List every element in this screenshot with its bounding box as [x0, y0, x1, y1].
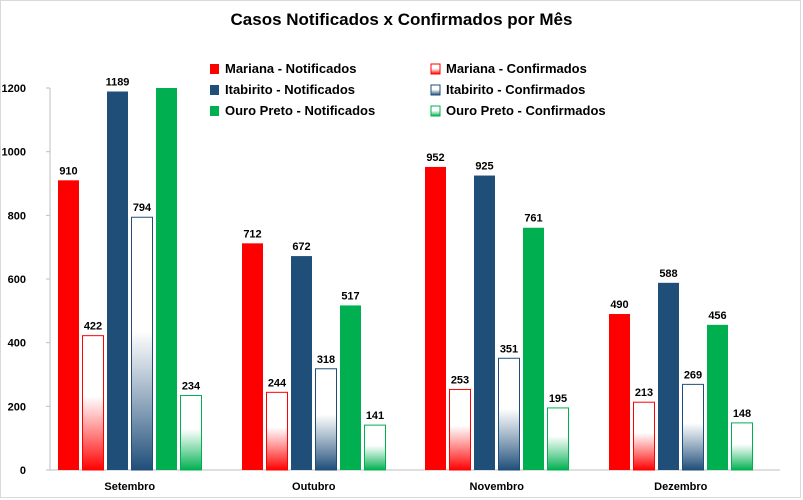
bar-2-3	[658, 282, 679, 470]
data-label: 351	[500, 343, 518, 355]
data-label: 148	[733, 408, 751, 420]
y-tick-label: 200	[8, 401, 26, 413]
legend: Mariana - Notificados Mariana - Confirmad…	[210, 61, 606, 118]
legend-label: Ouro Preto - Notificados	[225, 103, 375, 118]
y-tick-label: 400	[8, 338, 26, 350]
data-label: 422	[84, 321, 102, 333]
bar-5-0	[180, 395, 202, 471]
bar-series	[58, 88, 753, 471]
bar-0-3	[609, 314, 630, 470]
bar-3-2	[498, 357, 520, 471]
x-category-label: Novembro	[470, 481, 525, 493]
data-label: 318	[317, 354, 335, 366]
bar-1-2	[449, 388, 471, 471]
data-label: 952	[426, 152, 444, 164]
bar-5-1	[364, 424, 386, 471]
data-label: 517	[341, 290, 359, 302]
legend-swatch	[210, 85, 219, 95]
bar-5-2	[547, 407, 569, 471]
x-category-label: Dezembro	[654, 481, 707, 493]
bar-4-2	[523, 227, 544, 470]
bar-2-1	[291, 256, 312, 470]
data-label: 794	[133, 202, 152, 214]
legend-swatch	[430, 105, 441, 117]
y-tick-label: 1200	[2, 83, 26, 95]
legend-label: Ouro Preto - Confirmados	[446, 103, 606, 118]
bar-2-2	[474, 175, 495, 470]
bar-3-3	[682, 383, 704, 471]
bar-0-0	[58, 180, 79, 471]
bar-0-1	[242, 243, 263, 470]
chart-title: Casos Notificados x Confirmados por Mês	[230, 10, 573, 29]
data-label: 253	[451, 374, 469, 386]
data-label: 234	[182, 381, 201, 393]
data-label: 761	[524, 213, 542, 225]
data-label: 244	[268, 377, 287, 389]
legend-swatch	[210, 106, 219, 116]
data-label: 712	[243, 228, 261, 240]
legend-label: Itabirito - Confirmados	[446, 82, 585, 97]
data-label: 269	[684, 369, 702, 381]
legend-swatch	[430, 63, 441, 75]
y-tick-label: 600	[8, 274, 26, 286]
bar-1-1	[266, 391, 288, 471]
bar-1-3	[633, 401, 655, 471]
data-label: 1189	[106, 77, 130, 89]
data-label: 588	[659, 268, 677, 280]
bar-4-1	[340, 305, 361, 470]
data-label: 490	[610, 299, 628, 311]
bar-3-0	[131, 216, 153, 471]
x-category-label: Setembro	[104, 481, 155, 493]
bar-0-2	[425, 166, 446, 471]
bar-4-0	[156, 88, 177, 470]
data-label: 213	[635, 387, 653, 399]
data-label: 910	[59, 165, 77, 177]
data-label: 925	[475, 161, 493, 173]
bar-2-0	[107, 91, 128, 471]
data-label: 141	[366, 410, 384, 422]
legend-label: Itabirito - Notificados	[225, 82, 355, 97]
legend-swatch	[430, 84, 441, 96]
x-category-label: Outubro	[292, 481, 336, 493]
data-label: 456	[708, 310, 726, 322]
y-tick-label: 1000	[2, 147, 26, 159]
bar-4-3	[707, 324, 728, 470]
data-label: 672	[292, 241, 310, 253]
bar-3-1	[315, 368, 337, 471]
legend-swatch	[210, 64, 219, 74]
y-axis-ticks: 0 200 400 600 800 1000 1200	[2, 83, 50, 477]
data-labels: 910 422 1189 794 234 712 244 672 318 517 141 952 253…	[59, 77, 751, 423]
legend-label: Mariana - Notificados	[225, 61, 356, 76]
legend-label: Mariana - Confirmados	[446, 61, 587, 76]
bar-5-3	[731, 422, 753, 471]
bar-1-0	[82, 335, 104, 471]
data-label: 195	[549, 393, 567, 405]
y-tick-label: 800	[8, 210, 26, 222]
x-axis-categories: Setembro Outubro Novembro Dezembro	[104, 481, 707, 493]
y-tick-label: 0	[20, 465, 26, 477]
